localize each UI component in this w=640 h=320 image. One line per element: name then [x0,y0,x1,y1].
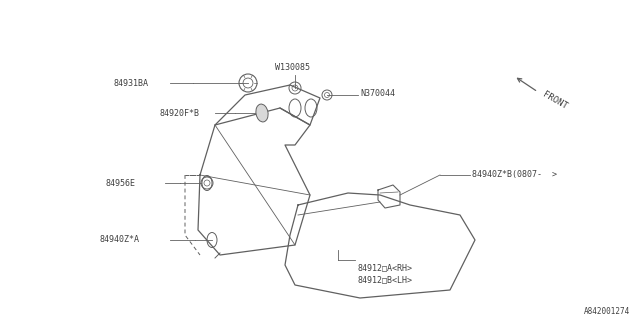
Text: W130085: W130085 [275,63,310,73]
Text: 84956E: 84956E [105,179,135,188]
Text: FRONT: FRONT [541,90,569,111]
Ellipse shape [256,104,268,122]
Text: N370044: N370044 [360,89,395,98]
Text: 84940Z*B(0807-  >: 84940Z*B(0807- > [472,171,557,180]
Text: 84912□A<RH>: 84912□A<RH> [358,263,413,273]
Text: A842001274: A842001274 [584,307,630,316]
Text: 84931BA: 84931BA [114,78,149,87]
Text: 84920F*B: 84920F*B [160,108,200,117]
Text: 84940Z*A: 84940Z*A [100,236,140,244]
Text: 84912□B<LH>: 84912□B<LH> [358,276,413,284]
